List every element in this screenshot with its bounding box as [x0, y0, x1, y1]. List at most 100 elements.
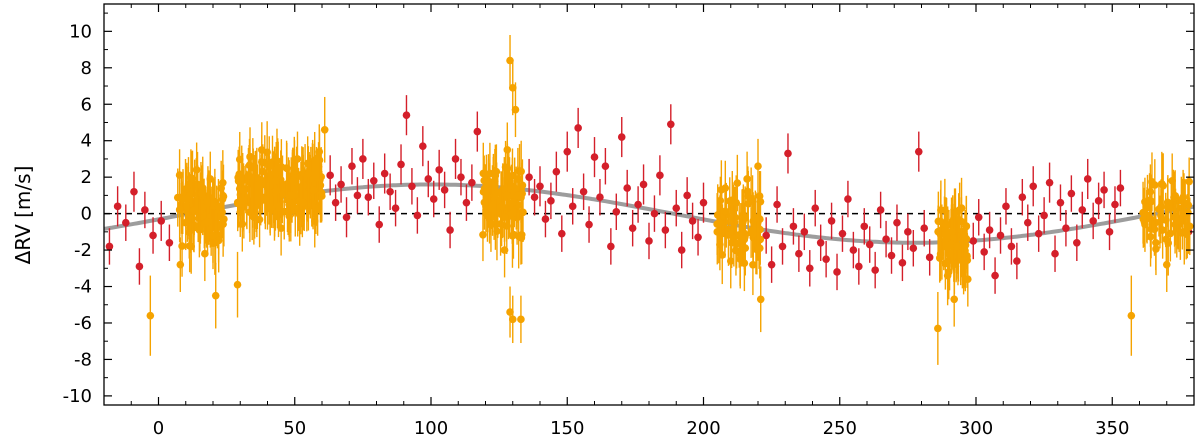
marker — [694, 233, 702, 242]
marker — [688, 217, 697, 225]
marker — [380, 169, 389, 178]
data-point-s1 — [751, 190, 760, 246]
tick-labels: 0 50 100 150 200 250 300 350 -10 -8 -6 -4 -2 0 2 4 6 8 10 — [63, 21, 1130, 439]
data-point-s0 — [536, 166, 544, 207]
marker — [1151, 181, 1159, 189]
marker — [579, 187, 588, 196]
marker — [914, 147, 923, 156]
marker — [462, 198, 471, 207]
data-point-s1 — [756, 266, 765, 333]
marker — [201, 249, 209, 258]
marker — [211, 238, 219, 247]
marker — [266, 204, 275, 212]
data-point-s0 — [639, 164, 648, 205]
data-point-s1 — [217, 160, 225, 216]
marker — [784, 149, 792, 158]
data-point-s0 — [898, 244, 907, 282]
data-point-s0 — [397, 144, 405, 185]
data-point-s1 — [1166, 205, 1175, 262]
marker — [1168, 177, 1176, 185]
marker — [293, 155, 302, 163]
marker — [756, 244, 764, 252]
data-point-s0 — [424, 160, 433, 198]
data-point-s1 — [934, 291, 942, 365]
data-point-s1 — [277, 200, 285, 256]
data-point-s0 — [585, 206, 593, 243]
marker — [672, 204, 681, 212]
marker — [958, 257, 967, 265]
data-point-s1 — [508, 60, 517, 116]
marker — [105, 242, 114, 251]
marker — [488, 201, 497, 210]
marker — [211, 291, 220, 300]
marker — [251, 197, 259, 205]
data-point-s0 — [1094, 182, 1103, 220]
marker — [865, 240, 874, 249]
data-point-s1 — [1176, 205, 1185, 260]
marker — [181, 218, 190, 227]
marker — [342, 213, 351, 222]
marker — [661, 226, 670, 234]
marker — [1100, 186, 1108, 194]
marker — [909, 244, 918, 253]
marker — [974, 213, 983, 222]
marker — [590, 153, 599, 161]
marker — [1185, 177, 1193, 186]
marker — [751, 214, 760, 222]
marker — [492, 167, 501, 176]
marker — [601, 162, 610, 171]
data-point-s0 — [980, 233, 988, 271]
marker — [209, 231, 217, 240]
data-point-s0 — [1111, 186, 1119, 223]
marker — [369, 177, 378, 185]
data-point-s0 — [1002, 188, 1010, 225]
marker — [754, 162, 762, 171]
marker — [568, 202, 577, 211]
marker — [855, 262, 863, 271]
data-point-s0 — [473, 111, 482, 152]
data-point-s0 — [1013, 242, 1021, 280]
marker — [677, 246, 686, 254]
data-point-s1 — [955, 182, 964, 238]
marker — [961, 233, 969, 242]
data-point-s0 — [113, 186, 122, 227]
data-point-s0 — [1067, 175, 1076, 212]
marker — [904, 228, 912, 236]
data-point-s0 — [353, 177, 362, 214]
data-point-s1 — [1173, 193, 1182, 249]
data-point-s0 — [530, 178, 539, 216]
data-point-s1 — [756, 217, 764, 279]
y-tick-label: 10 — [69, 21, 92, 42]
data-point-s0 — [590, 137, 599, 178]
marker — [789, 222, 798, 231]
data-point-s0 — [844, 180, 852, 218]
marker — [716, 218, 724, 227]
marker — [925, 253, 934, 262]
data-point-s1 — [244, 147, 253, 203]
marker — [481, 187, 490, 196]
marker — [245, 177, 253, 186]
data-point-s0 — [462, 184, 471, 221]
marker — [1116, 184, 1125, 192]
data-point-s1 — [506, 34, 514, 87]
data-point-s1 — [260, 135, 269, 190]
data-point-s1 — [206, 151, 215, 207]
marker — [313, 204, 322, 212]
marker — [402, 111, 411, 119]
data-point-s0 — [446, 211, 454, 249]
marker — [822, 255, 830, 263]
marker — [1163, 198, 1172, 207]
marker — [530, 193, 539, 202]
data-point-s0 — [563, 131, 572, 172]
data-point-s1 — [755, 211, 763, 269]
data-point-s1 — [1152, 215, 1160, 271]
y-tick-label: -2 — [74, 240, 92, 261]
data-point-s1 — [747, 167, 755, 230]
marker — [721, 184, 730, 192]
y-tick-label: 8 — [81, 58, 92, 79]
data-point-s0 — [904, 213, 912, 251]
marker — [816, 238, 825, 247]
data-point-s0 — [833, 253, 841, 291]
marker — [634, 200, 642, 209]
